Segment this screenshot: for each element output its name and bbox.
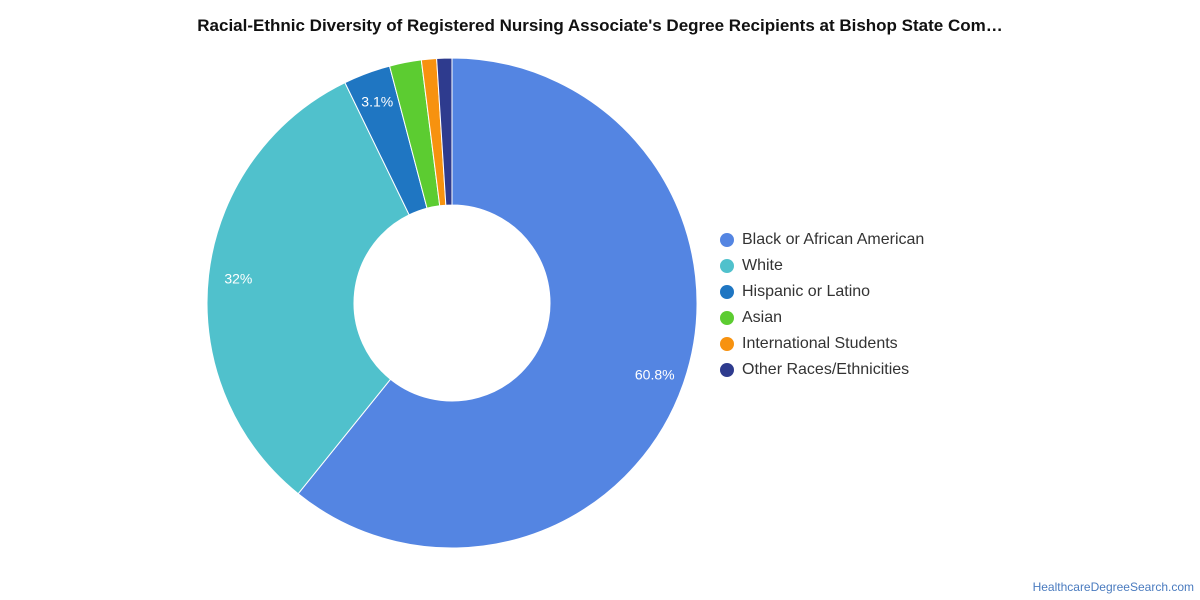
legend-item[interactable]: International Students	[720, 331, 924, 357]
legend-label: Black or African American	[742, 231, 925, 248]
source-credit[interactable]: HealthcareDegreeSearch.com	[1032, 580, 1194, 594]
legend-label: Asian	[742, 309, 783, 326]
data-label-white: 32%	[224, 271, 252, 287]
legend-item[interactable]: Asian	[720, 305, 924, 331]
slice-black-or-african-american[interactable]	[297, 57, 698, 549]
legend-swatch	[720, 337, 734, 351]
legend-label: International Students	[742, 335, 898, 352]
legend-item[interactable]: White	[720, 253, 924, 279]
legend-swatch	[720, 259, 734, 273]
legend-item[interactable]: Hispanic or Latino	[720, 279, 924, 305]
legend-swatch	[720, 311, 734, 325]
legend-swatch	[720, 285, 734, 299]
legend-label: White	[742, 257, 783, 274]
legend-item[interactable]: Black or African American	[720, 227, 924, 253]
slice-other-races-ethnicities[interactable]	[436, 57, 453, 206]
data-label-hispanic-or-latino: 3.1%	[361, 93, 393, 109]
chart-legend: Black or African American White Hispanic o…	[720, 227, 924, 383]
legend-swatch	[720, 233, 734, 247]
legend-item[interactable]: Other Races/Ethnicities	[720, 357, 924, 383]
chart-title: Racial-Ethnic Diversity of Registered Nu…	[197, 16, 1003, 35]
legend-swatch	[720, 363, 734, 377]
legend-label: Hispanic or Latino	[742, 283, 871, 300]
data-label-black-or-african-american: 60.8%	[635, 367, 675, 383]
slice-white[interactable]	[206, 81, 410, 495]
legend-label: Other Races/Ethnicities	[742, 361, 910, 378]
